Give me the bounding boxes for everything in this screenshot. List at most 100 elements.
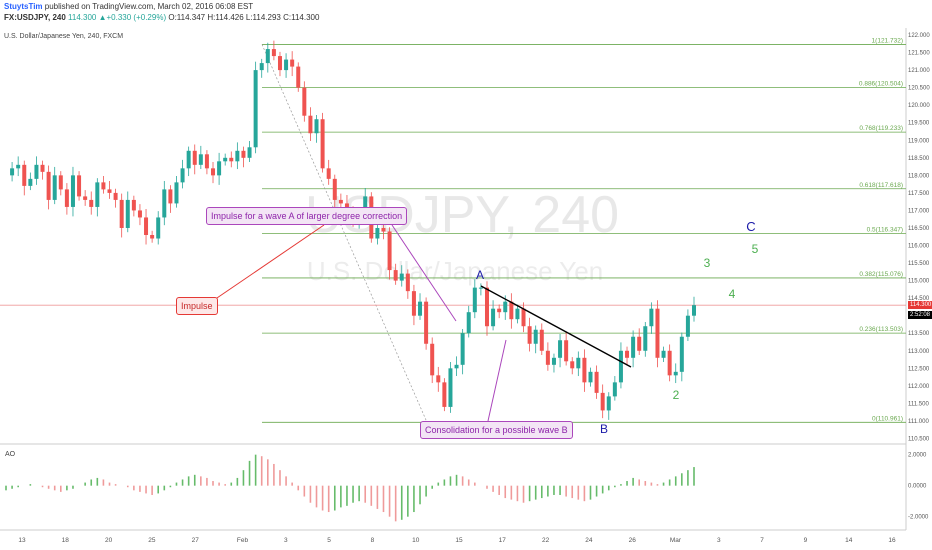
candle-body — [229, 157, 234, 162]
candle-body — [375, 227, 380, 239]
candle-body — [667, 350, 672, 376]
author-name[interactable]: StuytsTim — [4, 2, 43, 11]
consolidation-annotation[interactable]: Consolidation for a possible wave B — [420, 421, 573, 439]
price-tick-label: 116.000 — [908, 244, 930, 250]
candle-body — [424, 301, 429, 344]
candle-body — [606, 396, 611, 411]
time-tick-label: 24 — [585, 537, 593, 544]
candle-body — [271, 49, 276, 57]
candle-body — [235, 150, 240, 162]
candle-body — [162, 189, 167, 218]
price-tick-label: 122.000 — [908, 33, 930, 39]
price-tick-label: 112.000 — [908, 384, 930, 390]
fib-trend-line — [261, 44, 428, 423]
candle-body — [673, 371, 678, 376]
candle-body — [381, 227, 386, 232]
candle-body — [539, 329, 544, 351]
price-tick-label: 117.000 — [908, 208, 930, 214]
callout-pointer-a — [391, 224, 457, 322]
candle-body — [430, 343, 435, 376]
candle-body — [217, 161, 222, 176]
candle-body — [418, 301, 423, 316]
candle-body — [144, 217, 149, 235]
price-change: 114.300 ▲+0.330 (+0.29%) — [68, 13, 167, 22]
time-tick-label: 14 — [845, 537, 853, 544]
candle-body — [484, 287, 489, 327]
candle-body — [521, 308, 526, 327]
candle-body — [83, 196, 88, 200]
candle-body — [576, 357, 581, 369]
candle-body — [168, 189, 173, 204]
candle-body — [564, 340, 569, 362]
candle-body — [503, 301, 508, 313]
candle-body — [387, 231, 392, 271]
price-tick-label: 118.000 — [908, 173, 930, 179]
candle-body — [314, 119, 319, 134]
wave-label-B: B — [600, 422, 608, 436]
wave-label-4: 4 — [729, 287, 736, 301]
published-info: published on TradingView.com, March 02, … — [44, 2, 254, 11]
candle-body — [551, 357, 556, 365]
price-tick-label: 113.000 — [908, 349, 930, 355]
price-tick-label: 115.500 — [908, 261, 930, 267]
candle-body — [454, 364, 459, 369]
candle-body — [558, 340, 563, 358]
candle-body — [174, 182, 179, 204]
candle-body — [34, 164, 39, 179]
candle-body — [113, 192, 118, 200]
candle-body — [588, 371, 593, 383]
candle-body — [22, 164, 27, 186]
candle-body — [655, 308, 660, 358]
candle-body — [119, 199, 124, 228]
candle-body — [64, 189, 69, 207]
callout-pointer-b — [487, 339, 507, 422]
time-tick-label: 26 — [629, 537, 637, 544]
candle-body — [180, 168, 185, 183]
candle-body — [302, 87, 307, 116]
candle-body — [533, 329, 538, 344]
candle-body — [16, 164, 21, 169]
time-tick-label: 18 — [62, 537, 70, 544]
candle-body — [411, 291, 416, 316]
candle-body — [186, 150, 191, 169]
candle-body — [290, 59, 295, 67]
wave-label-3: 3 — [704, 256, 711, 270]
impulse-annotation[interactable]: Impulse — [176, 297, 218, 315]
time-tick-label: 7 — [760, 537, 764, 544]
time-tick-label: 8 — [371, 537, 375, 544]
candle-body — [405, 273, 410, 292]
candle-body — [448, 368, 453, 407]
trend-line — [480, 285, 632, 368]
candle-body — [320, 119, 325, 169]
price-tick-label: 120.500 — [908, 86, 930, 92]
candle-body — [101, 182, 106, 190]
fib-level-label: 0.618(117.618) — [859, 182, 903, 189]
candle-body — [52, 175, 57, 200]
wave-label-A: A — [476, 268, 484, 282]
price-tick-label: 113.500 — [908, 331, 930, 337]
candle-body — [679, 336, 684, 372]
last-price-tag: 114.300 — [908, 301, 932, 309]
price-tick-label: 111.000 — [908, 419, 929, 425]
price-tick-label: 121.500 — [908, 51, 930, 57]
candle-body — [265, 49, 270, 64]
time-tick-label: 10 — [412, 537, 420, 544]
candle-body — [150, 235, 155, 239]
candle-body — [661, 350, 666, 358]
symbol-label[interactable]: FX:USDJPY, 240 — [4, 13, 66, 22]
fib-level-label: 0.382(115.076) — [859, 271, 903, 278]
ao-tick-label: -2.0000 — [908, 515, 929, 521]
candle-body — [491, 308, 496, 327]
price-tick-label: 121.000 — [908, 68, 930, 74]
candle-body — [46, 171, 51, 200]
time-tick-label: 27 — [192, 537, 200, 544]
ao-tick-label: 2.0000 — [908, 453, 927, 459]
wave-label-5: 5 — [752, 242, 759, 256]
candle-body — [649, 308, 654, 327]
candle-body — [472, 287, 477, 313]
callout-pointer-impulse — [213, 224, 325, 301]
candle-body — [77, 175, 82, 197]
impulse-wave-a-annotation[interactable]: Impulse for a wave A of larger degree co… — [206, 207, 408, 225]
candle-body — [70, 175, 75, 207]
